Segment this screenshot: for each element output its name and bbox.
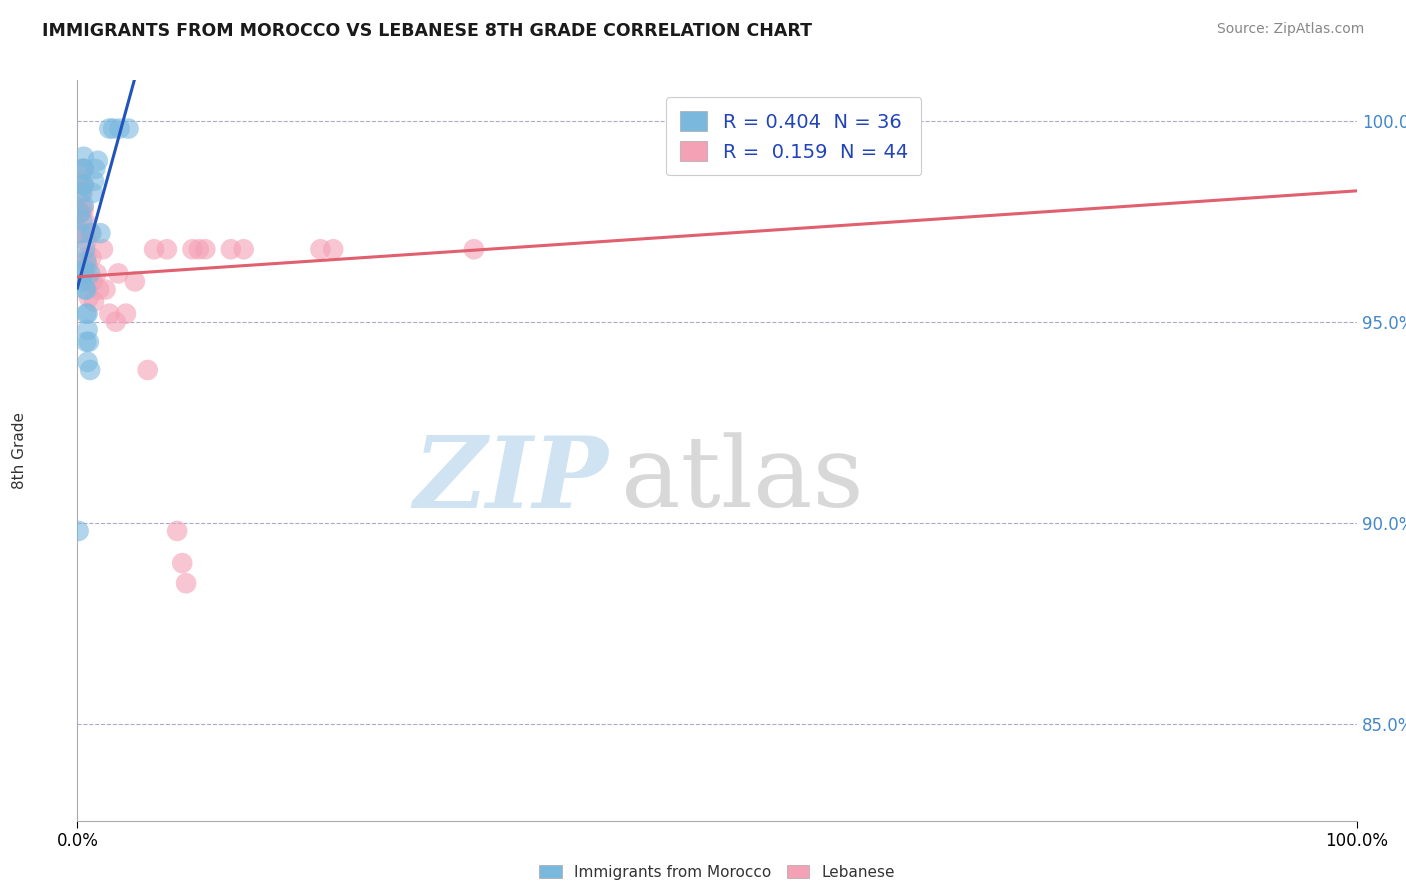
Point bbox=[77, 291, 100, 305]
Point bbox=[76, 355, 98, 369]
Point bbox=[77, 334, 100, 349]
Point bbox=[69, 206, 91, 220]
Point bbox=[73, 242, 96, 256]
Point bbox=[181, 242, 204, 256]
Point bbox=[76, 307, 98, 321]
Point bbox=[73, 178, 96, 192]
Legend: Immigrants from Morocco, Lebanese: Immigrants from Morocco, Lebanese bbox=[538, 864, 896, 880]
Point bbox=[69, 226, 91, 240]
Text: IMMIGRANTS FROM MOROCCO VS LEBANESE 8TH GRADE CORRELATION CHART: IMMIGRANTS FROM MOROCCO VS LEBANESE 8TH … bbox=[42, 22, 813, 40]
Point bbox=[75, 283, 97, 297]
Point bbox=[79, 226, 101, 240]
Point bbox=[94, 283, 117, 297]
Point bbox=[104, 315, 127, 329]
Point bbox=[72, 178, 94, 192]
Point bbox=[463, 242, 485, 256]
Point bbox=[73, 150, 96, 164]
Point bbox=[174, 576, 197, 591]
Point bbox=[73, 283, 96, 297]
Point bbox=[107, 267, 129, 281]
Point bbox=[72, 202, 94, 216]
Point bbox=[322, 242, 344, 256]
Point bbox=[73, 262, 96, 277]
Point bbox=[232, 242, 254, 256]
Point bbox=[76, 259, 98, 273]
Point bbox=[80, 250, 103, 264]
Point bbox=[73, 214, 96, 228]
Point bbox=[76, 275, 98, 289]
Point bbox=[79, 267, 101, 281]
Point bbox=[91, 242, 114, 256]
Text: atlas: atlas bbox=[621, 433, 863, 528]
Point bbox=[75, 334, 97, 349]
Point bbox=[187, 242, 209, 256]
Point bbox=[172, 556, 194, 570]
Point bbox=[80, 226, 103, 240]
Point bbox=[89, 226, 111, 240]
Point bbox=[72, 186, 94, 200]
Point bbox=[75, 234, 97, 248]
Point bbox=[136, 363, 159, 377]
Point bbox=[67, 524, 90, 538]
Point bbox=[75, 307, 97, 321]
Point bbox=[87, 283, 110, 297]
Point bbox=[124, 275, 146, 289]
Point bbox=[73, 161, 96, 176]
Point bbox=[73, 267, 96, 281]
Point bbox=[70, 206, 93, 220]
Point bbox=[156, 242, 179, 256]
Point bbox=[82, 186, 104, 200]
Point bbox=[73, 202, 96, 216]
Point bbox=[70, 275, 93, 289]
Point bbox=[72, 214, 94, 228]
Point bbox=[101, 121, 124, 136]
Point bbox=[84, 161, 107, 176]
Text: Source: ZipAtlas.com: Source: ZipAtlas.com bbox=[1216, 22, 1364, 37]
Point bbox=[166, 524, 188, 538]
Point bbox=[75, 254, 97, 268]
Point bbox=[83, 294, 105, 309]
Point bbox=[98, 121, 121, 136]
Point bbox=[83, 174, 105, 188]
Point bbox=[69, 206, 91, 220]
Point bbox=[108, 121, 131, 136]
Point bbox=[70, 226, 93, 240]
Point bbox=[73, 226, 96, 240]
Point bbox=[72, 161, 94, 176]
Point bbox=[73, 178, 96, 192]
Point bbox=[115, 307, 138, 321]
Point bbox=[79, 363, 101, 377]
Text: 8th Grade: 8th Grade bbox=[13, 412, 27, 489]
Point bbox=[219, 242, 242, 256]
Point bbox=[73, 198, 96, 212]
Point bbox=[86, 267, 108, 281]
Point bbox=[309, 242, 332, 256]
Point bbox=[117, 121, 139, 136]
Point bbox=[73, 161, 96, 176]
Point bbox=[898, 121, 921, 136]
Point bbox=[87, 153, 110, 168]
Point bbox=[82, 275, 104, 289]
Point bbox=[69, 174, 91, 188]
Point bbox=[194, 242, 217, 256]
Point bbox=[98, 307, 121, 321]
Point bbox=[76, 323, 98, 337]
Point bbox=[143, 242, 166, 256]
Text: ZIP: ZIP bbox=[413, 432, 609, 528]
Point bbox=[70, 186, 93, 200]
Point bbox=[75, 250, 97, 264]
